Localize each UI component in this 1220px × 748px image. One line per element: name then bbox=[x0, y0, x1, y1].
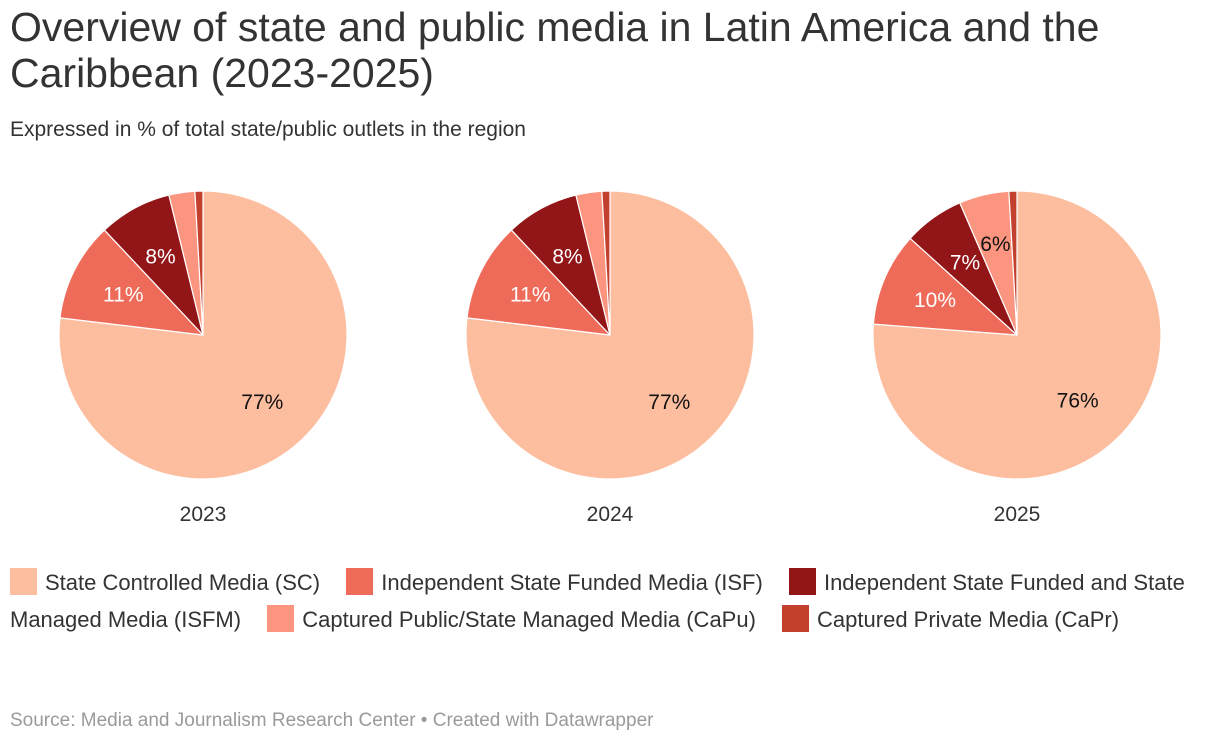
pie-slice-sc-2024 bbox=[465, 190, 755, 480]
slice-label-2025-3: 6% bbox=[980, 233, 1010, 256]
legend-item-isfm: Independent State Funded and State Manag… bbox=[10, 568, 1185, 632]
legend-label-capu: Captured Public/State Managed Media (CaP… bbox=[302, 607, 756, 632]
legend-swatch-sc bbox=[10, 568, 37, 595]
legend-label-isfm: Independent State Funded and State Manag… bbox=[10, 570, 1185, 632]
legend-item-sc: State Controlled Media (SC) bbox=[10, 568, 340, 595]
legend-item-capr: Captured Private Media (CaPr) bbox=[782, 605, 1139, 632]
pie-slice-capr-2024 bbox=[601, 190, 611, 336]
chart-legend: State Controlled Media (SC) Independent … bbox=[10, 564, 1210, 638]
source-note: Source: Media and Journalism Research Ce… bbox=[10, 710, 654, 731]
pie-chart-2024: 77% 11%8% 2024 bbox=[465, 190, 755, 526]
slice-label-2025-1: 10% bbox=[914, 289, 956, 312]
pie-slice-isf-2025 bbox=[872, 237, 1018, 336]
legend-item-capu: Captured Public/State Managed Media (CaP… bbox=[267, 605, 776, 632]
slice-label-2025-0: 76% bbox=[1057, 390, 1099, 413]
pie-charts-area: 77% 11% 8% 2023 77% 11% 8% 2024 76% 10% 7% 6% 2025 bbox=[0, 175, 1220, 535]
legend-label-sc: State Controlled Media (SC) bbox=[45, 570, 321, 595]
pie-year-label-2025: 2025 bbox=[994, 503, 1041, 526]
slice-label-2023-1: 11% bbox=[103, 284, 143, 307]
pie-slice-isf-2023 bbox=[59, 229, 204, 336]
slice-label-2023-0: 77% bbox=[241, 391, 283, 414]
pie-slice-capr-2023 bbox=[194, 190, 204, 336]
slice-label-2025-2: 7% bbox=[950, 251, 980, 274]
slice-label-2023-2: 8% bbox=[145, 246, 175, 269]
slice-label-2024-2: 8% bbox=[552, 246, 582, 269]
pie-slice-isf-2024 bbox=[466, 229, 611, 336]
pie-year-label-2024: 2024 bbox=[587, 503, 634, 526]
legend-label-capr: Captured Private Media (CaPr) bbox=[817, 607, 1120, 632]
slice-label-2024-0: 77% bbox=[648, 391, 690, 414]
legend-swatch-isf bbox=[346, 568, 374, 595]
pie-chart-2023: 77% 11%8% 2023 bbox=[58, 190, 348, 526]
pie-slice-sc-2025 bbox=[872, 190, 1162, 480]
chart-title: Overview of state and public media in La… bbox=[10, 4, 1100, 96]
legend-swatch-capu bbox=[267, 605, 295, 632]
legend-label-isf: Independent State Funded Media (ISF) bbox=[381, 570, 763, 595]
pie-slice-sc-2023 bbox=[58, 190, 348, 480]
chart-subtitle: Expressed in % of total state/public out… bbox=[10, 118, 526, 141]
legend-swatch-isfm bbox=[788, 568, 816, 595]
pie-chart-2025: 76% 10% 7%6% 2025 bbox=[872, 190, 1162, 526]
pie-year-label-2023: 2023 bbox=[180, 503, 227, 526]
pie-slice-capr-2025 bbox=[1008, 190, 1018, 336]
legend-swatch-capr bbox=[782, 605, 810, 632]
legend-item-isf: Independent State Funded Media (ISF) bbox=[346, 568, 783, 595]
slice-label-2024-1: 11% bbox=[510, 284, 550, 307]
